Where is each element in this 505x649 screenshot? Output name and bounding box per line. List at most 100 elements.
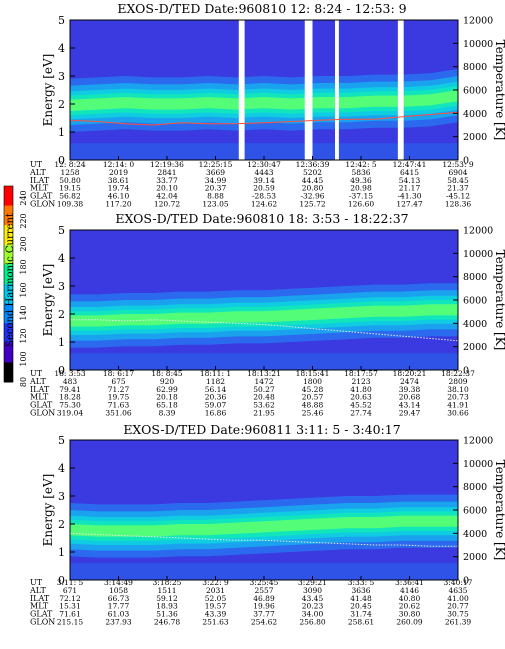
table-cell: 50.27 — [253, 385, 275, 394]
table-cell: 66.73 — [108, 594, 130, 603]
table-cell: 37.77 — [253, 610, 275, 619]
table-cell: 79.41 — [59, 385, 80, 394]
table-cell: 20.10 — [156, 184, 178, 193]
energy-tick-label: 3 — [58, 70, 65, 83]
table-cell: 51.36 — [156, 610, 178, 619]
table-cell: 18.28 — [59, 393, 81, 402]
table-cell: 19.75 — [108, 393, 130, 402]
table-cell: 18:22:37 — [441, 369, 475, 378]
intensity-band — [70, 90, 458, 111]
temperature-axis-label: Temperature [K] — [493, 40, 505, 141]
table-cell: 12:47:41 — [393, 160, 427, 169]
colorbar-tick-label: 200 — [19, 236, 28, 251]
table-row-label: GLAT — [30, 192, 53, 201]
colorbar: 240 220 200 180 160 140 120 100 80 — [3, 185, 28, 387]
table-cell: 12:25:15 — [199, 160, 233, 169]
table-row-label: ILAT — [30, 176, 50, 185]
energy-tick-label: 5 — [58, 224, 65, 237]
table-cell: 123.05 — [202, 200, 228, 209]
colorbar-tick-label: 100 — [19, 351, 28, 366]
low-energy-region — [70, 563, 458, 580]
table-cell: 12:14: 0 — [103, 160, 135, 169]
table-cell: 71.27 — [108, 385, 130, 394]
table-cell: 38.10 — [447, 385, 469, 394]
table-cell: 19.15 — [59, 184, 81, 193]
table-cell: 71.61 — [59, 610, 80, 619]
colorbar-segment — [4, 186, 13, 207]
table-row-label: GLON — [30, 409, 55, 418]
table-cell: 41.91 — [447, 401, 468, 410]
table-cell: 21.37 — [447, 184, 469, 193]
table-cell: 12: 8:24 — [54, 160, 86, 169]
table-cell: 43.39 — [205, 610, 227, 619]
table-cell: 33.77 — [156, 176, 178, 185]
table-cell: 58.45 — [447, 176, 469, 185]
energy-axis-label: Energy [eV] — [41, 474, 55, 547]
colorbar-tick-label: 120 — [19, 328, 28, 343]
table-cell: 3:33: 5 — [348, 578, 375, 587]
table-cell: 2019 — [109, 168, 128, 177]
temperature-tick-label: 6000 — [463, 86, 487, 97]
table-cell: 46.89 — [253, 594, 275, 603]
energy-tick-label: 0 — [58, 154, 65, 167]
colorbar-tick-label: 240 — [19, 190, 28, 205]
table-cell: 6904 — [448, 168, 467, 177]
table-cell: 56.14 — [205, 385, 227, 394]
energy-tick-label: 1 — [58, 546, 65, 559]
table-cell: 1258 — [60, 168, 79, 177]
spectrogram-panel: EXOS-D/TED Date:960810 12: 8:24 - 12:53:… — [29, 1, 505, 209]
energy-tick-label: 5 — [58, 434, 65, 447]
spectrogram-panel: EXOS-D/TED Date:960810 18: 3:53 - 18:22:… — [29, 211, 505, 418]
table-cell: 72.12 — [59, 594, 81, 603]
colorbar-frame — [3, 185, 14, 383]
temperature-tick-label: 2000 — [463, 132, 487, 143]
table-cell: 125.72 — [299, 200, 325, 209]
table-row-label: MLT — [30, 602, 49, 611]
energy-tick-label: 0 — [58, 364, 65, 377]
temperature-tick-label: 0 — [463, 156, 469, 167]
table-cell: 2474 — [400, 377, 419, 386]
table-row-label: GLAT — [30, 610, 53, 619]
table-cell: 43.45 — [302, 594, 324, 603]
table-cell: 18.93 — [156, 602, 178, 611]
table-cell: 20.68 — [399, 393, 421, 402]
table-cell: 20.62 — [399, 602, 421, 611]
low-energy-region — [70, 143, 458, 160]
table-row-label: MLT — [30, 393, 49, 402]
colorbar-tick-label: 220 — [19, 213, 28, 228]
temperature-tick-label: 12000 — [463, 436, 493, 447]
table-row-label: GLAT — [30, 401, 53, 410]
table-cell: 20.98 — [350, 184, 372, 193]
data-gap — [397, 20, 404, 160]
energy-axis-label: Energy [eV] — [41, 264, 55, 337]
table-cell: 671 — [63, 586, 77, 595]
table-cell: 41.48 — [350, 594, 372, 603]
table-row-label: GLON — [30, 618, 55, 627]
table-cell: -45.12 — [446, 192, 470, 201]
panel-title: EXOS-D/TED Date:960810 18: 3:53 - 18:22:… — [115, 211, 408, 226]
table-row-label: ILAT — [30, 594, 50, 603]
energy-tick-label: 3 — [58, 280, 65, 293]
table-cell: 2123 — [351, 377, 370, 386]
table-cell: 3:25:45 — [250, 578, 279, 587]
table-cell: 38.61 — [108, 176, 129, 185]
table-cell: 41.80 — [350, 385, 372, 394]
energy-tick-label: 1 — [58, 336, 65, 349]
table-cell: 261.39 — [445, 618, 471, 627]
data-gap — [335, 20, 339, 160]
energy-tick-label: 4 — [58, 462, 65, 475]
table-cell: 5202 — [303, 168, 322, 177]
table-cell: 56.82 — [59, 192, 81, 201]
table-cell: 3:36:41 — [395, 578, 424, 587]
energy-tick-label: 5 — [58, 14, 65, 27]
temperature-tick-label: 8000 — [463, 272, 487, 283]
table-cell: 8.88 — [207, 192, 224, 201]
table-cell: -28.53 — [252, 192, 276, 201]
table-row-label: UT — [30, 160, 43, 169]
table-cell: 1800 — [303, 377, 322, 386]
energy-axis-label: Energy [eV] — [41, 54, 55, 127]
temperature-tick-label: 4000 — [463, 319, 487, 330]
table-cell: 53.62 — [253, 401, 275, 410]
table-cell: 42.04 — [156, 192, 178, 201]
